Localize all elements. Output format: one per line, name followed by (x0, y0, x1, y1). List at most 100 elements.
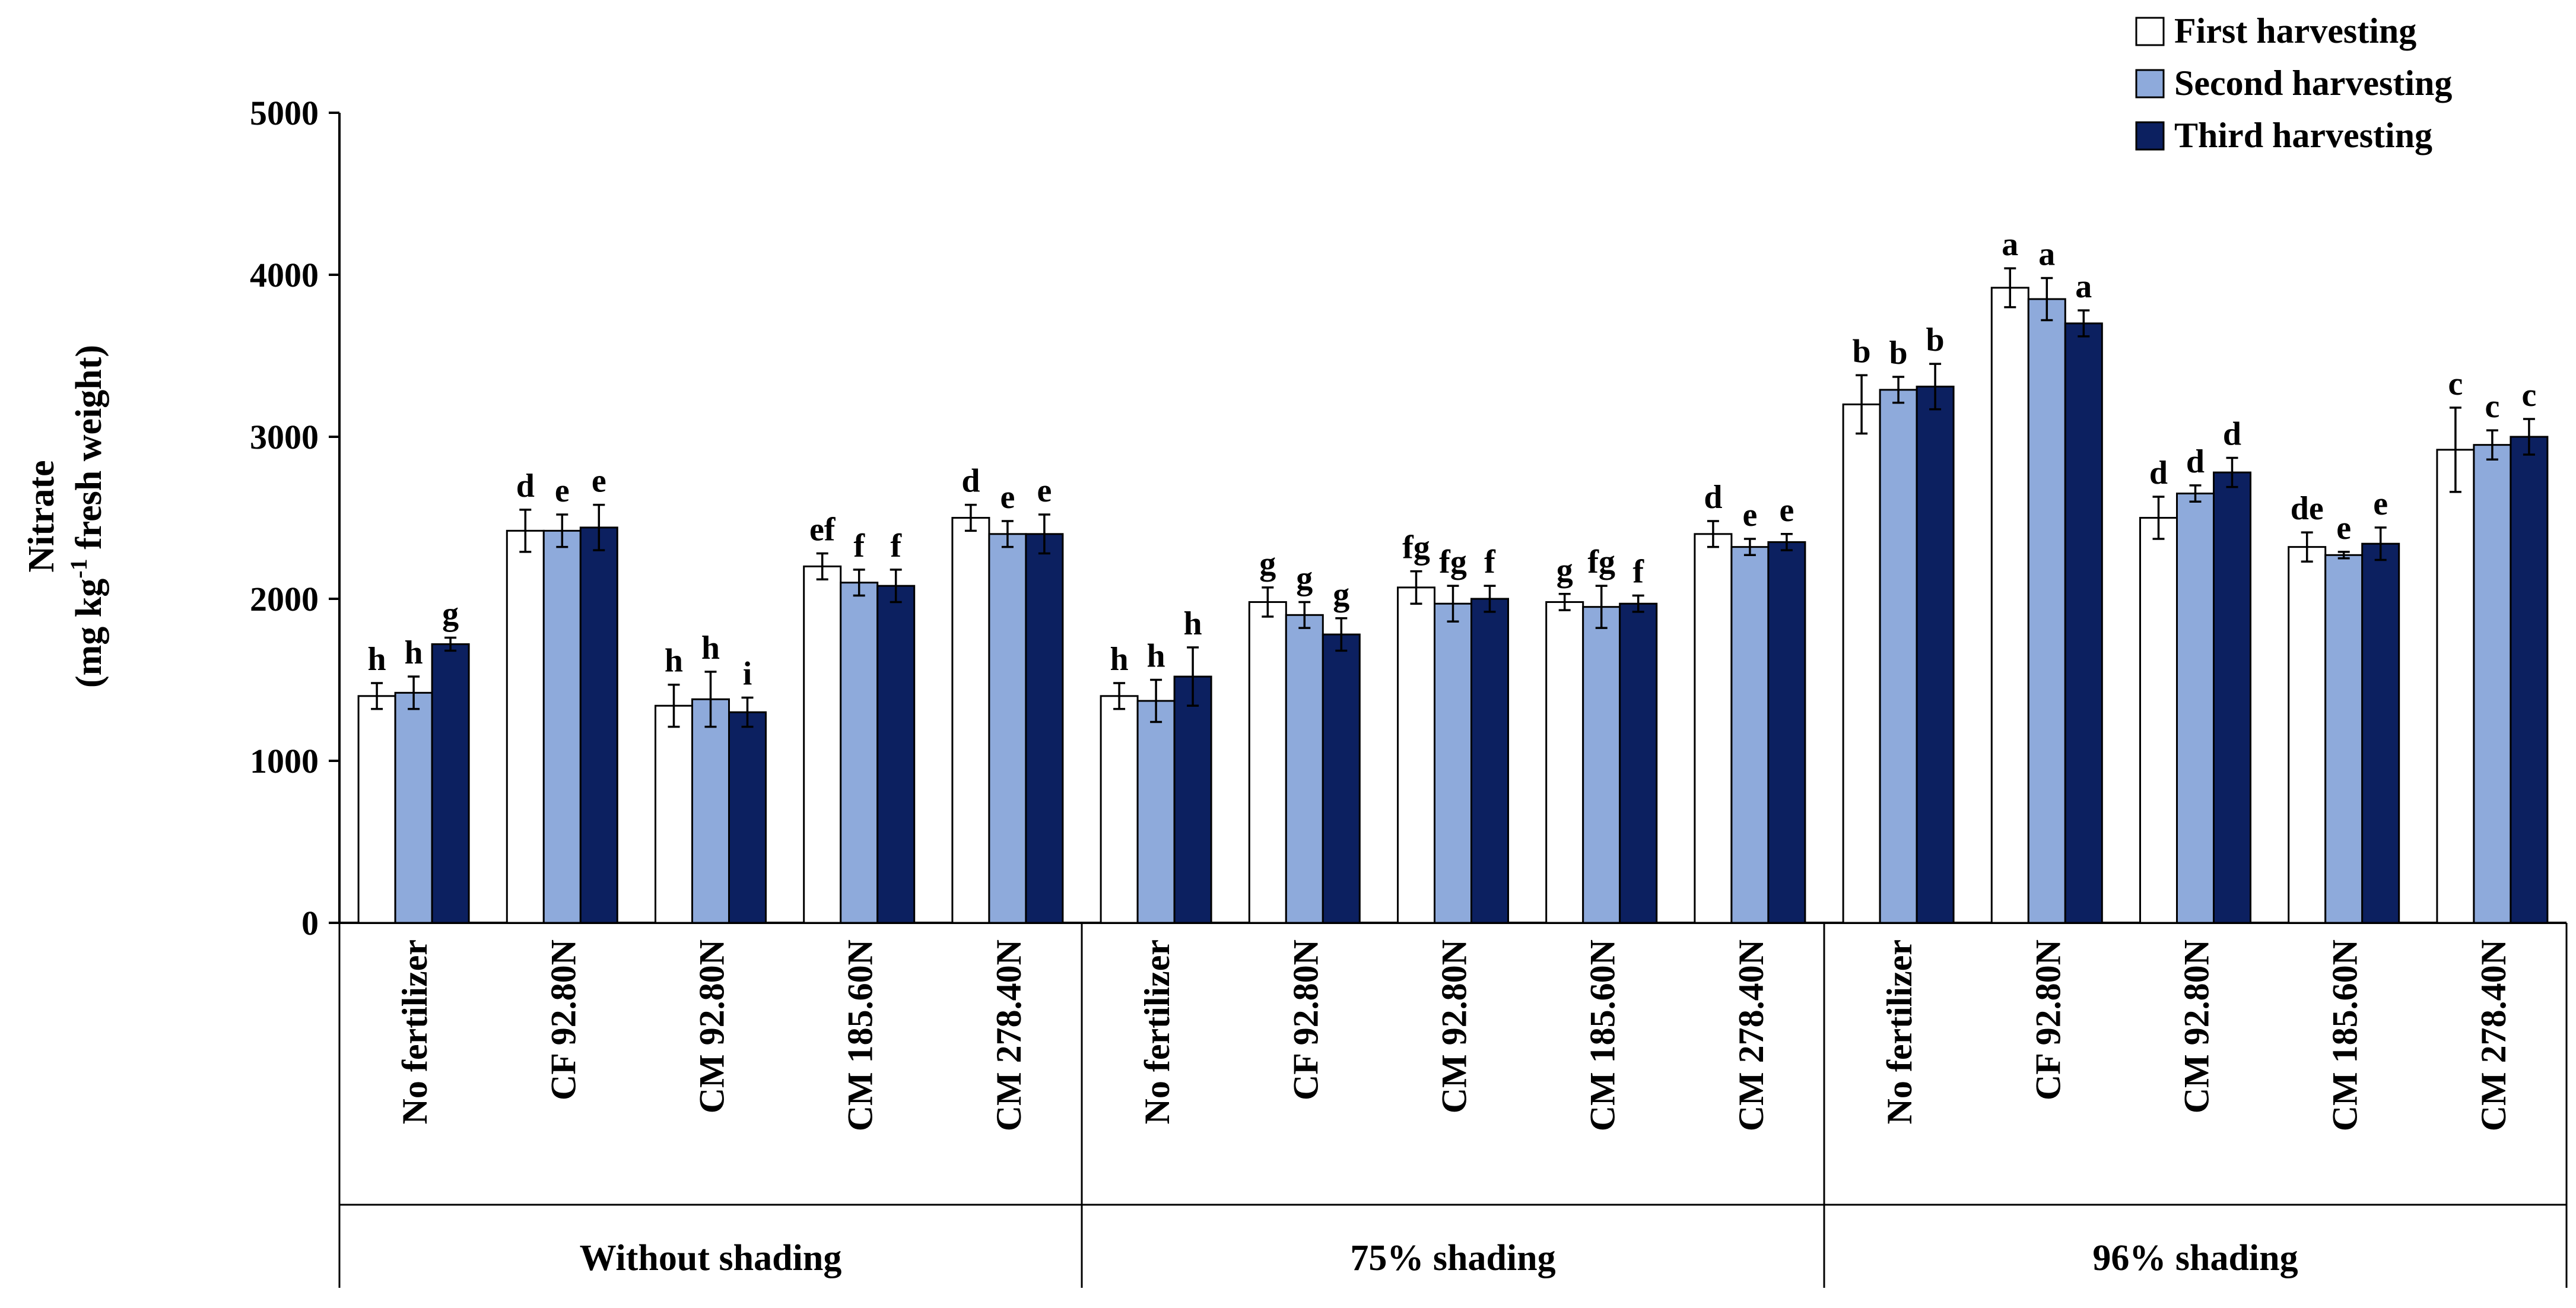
category-label: CF 92.80N (1286, 939, 1325, 1100)
y-axis-label-line1: Nitrate (21, 460, 62, 572)
bar (1916, 385, 1955, 924)
significance-letter: e (555, 472, 570, 509)
bar (1619, 602, 1658, 924)
category-label: CM 185.60N (841, 939, 880, 1131)
bar (1025, 533, 1064, 924)
bar (2361, 542, 2400, 924)
bar (2324, 554, 2364, 924)
bar (1767, 541, 1806, 924)
bar (1322, 633, 1361, 924)
bar (542, 529, 582, 924)
y-axis-label-prefix: (mg kg (69, 579, 109, 688)
significance-letter: ef (809, 512, 836, 548)
legend-label: Second harvesting (2174, 64, 2452, 103)
bar (506, 529, 545, 924)
category-label: No fertilizer (1138, 939, 1177, 1124)
significance-letter: h (1184, 605, 1202, 642)
significance-letter: g (1296, 560, 1313, 596)
bar (2176, 493, 2215, 924)
bar (1173, 675, 1212, 924)
significance-letter: c (2521, 377, 2536, 414)
bar (394, 691, 433, 924)
significance-letter: e (2373, 485, 2388, 522)
bar (1694, 533, 1733, 924)
bar (655, 704, 693, 924)
significance-letter: h (405, 634, 423, 671)
bar (840, 582, 879, 924)
y-tick-label: 4000 (250, 256, 319, 294)
bar (1397, 586, 1435, 924)
y-tick-label: 0 (301, 904, 319, 942)
bar (1730, 546, 1770, 924)
significance-letter: f (890, 528, 902, 564)
bar (2288, 546, 2327, 924)
significance-letter: a (2075, 268, 2092, 305)
significance-letter: g (1259, 545, 1276, 582)
significance-letter: i (743, 656, 752, 693)
significance-letter: h (701, 630, 720, 666)
y-axis-label-suffix: fresh weight) (69, 345, 109, 558)
significance-letter: d (2223, 415, 2241, 452)
category-label: CM 92.80N (693, 939, 732, 1113)
category-label: CM 92.80N (2177, 939, 2216, 1113)
significance-letter: d (1704, 479, 1722, 516)
category-label: CM 278.40N (989, 939, 1028, 1131)
legend-swatch (2135, 69, 2165, 99)
bar (728, 711, 767, 924)
y-tick-label: 3000 (250, 418, 319, 456)
bar (1434, 602, 1472, 924)
significance-letter: fg (1587, 544, 1615, 580)
significance-letter: b (1853, 333, 1871, 370)
significance-letter: d (516, 468, 535, 504)
significance-letter: h (1110, 641, 1129, 678)
legend-label: First harvesting (2174, 11, 2416, 50)
bar (1100, 695, 1139, 924)
bar (2473, 444, 2512, 924)
significance-letter: h (665, 643, 683, 680)
significance-letter: f (1484, 544, 1496, 580)
bar (1990, 287, 2029, 924)
significance-letter: c (2485, 388, 2499, 425)
y-tick-label: 2000 (250, 580, 319, 618)
bar (1248, 601, 1287, 924)
significance-letter: a (2002, 226, 2018, 263)
bar (1136, 700, 1176, 924)
significance-letter: d (961, 463, 980, 500)
bar (1285, 614, 1324, 924)
significance-letter: e (1779, 492, 1794, 529)
significance-letter: b (1926, 322, 1945, 358)
bar (2139, 517, 2178, 924)
significance-letter: g (1557, 552, 1573, 589)
bar (2213, 471, 2251, 924)
y-axis-label-line2: (mg kg-1 fresh weight) (65, 345, 109, 688)
significance-letter: h (1147, 638, 1165, 675)
legend-swatch (2135, 121, 2165, 151)
bar (2510, 436, 2549, 924)
bar (803, 565, 842, 924)
bar (2027, 298, 2066, 924)
bar (951, 517, 990, 924)
significance-letter: f (1632, 554, 1644, 590)
bar (1879, 389, 1918, 924)
bar (1470, 598, 1509, 924)
significance-letter: c (2448, 366, 2463, 402)
significance-letter: e (592, 463, 606, 500)
bar (1545, 601, 1584, 924)
category-label: CM 278.40N (2474, 939, 2513, 1131)
category-label: No fertilizer (1880, 939, 1919, 1124)
significance-letter: b (1889, 335, 1908, 372)
significance-letter: d (2186, 443, 2205, 480)
category-label: CF 92.80N (2028, 939, 2067, 1100)
significance-letter: e (1000, 479, 1015, 516)
significance-letter: de (2291, 490, 2324, 527)
legend-label: Third harvesting (2174, 116, 2432, 155)
y-tick-label: 5000 (250, 94, 319, 132)
category-label: No fertilizer (395, 939, 434, 1124)
category-label: CM 185.60N (2326, 939, 2365, 1131)
legend-swatch (2135, 17, 2165, 46)
significance-letter: e (1037, 472, 1052, 509)
group-label: 96% shading (2092, 1238, 2298, 1278)
significance-letter: e (2336, 510, 2351, 547)
